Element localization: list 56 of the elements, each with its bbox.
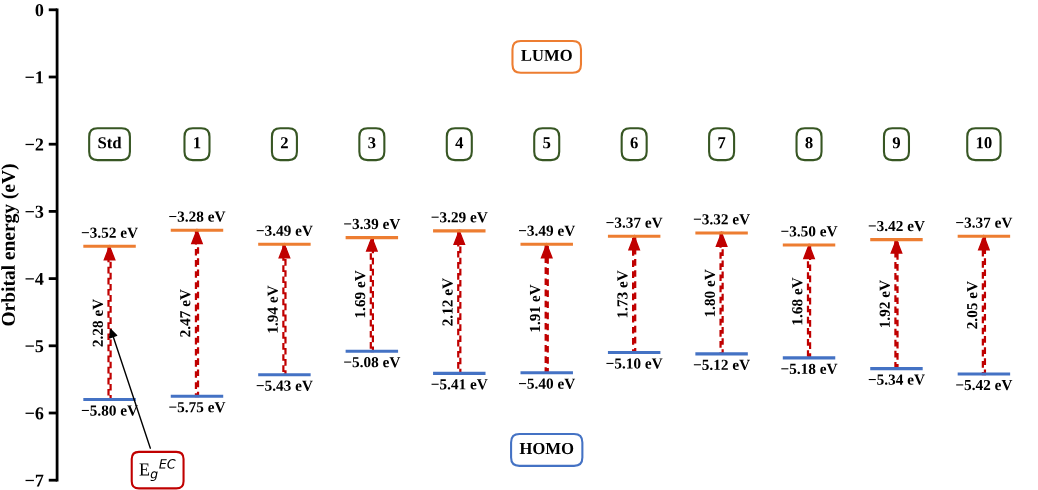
data-label: 2.12 eV <box>442 278 453 326</box>
annotation: E$_{g}$$^{EC}$ <box>139 459 176 481</box>
annotation: −5.18 eV <box>781 363 838 375</box>
data-label: 1.69 eV <box>354 270 366 318</box>
annotation: −5.12 eV <box>693 359 750 371</box>
annotation: −3.37 eV <box>606 217 663 228</box>
annotation: −3.50 eV <box>781 226 838 237</box>
x-tick-label: 3 <box>368 137 376 149</box>
annotation: −3.49 eV <box>256 225 313 236</box>
x-tick-label: 5 <box>543 137 551 149</box>
annotation: −3.28 eV <box>169 211 226 222</box>
data-label: 2.28 eV <box>92 298 104 347</box>
y-tick-label: −2 <box>25 138 44 151</box>
y-tick-label: −5 <box>25 340 44 353</box>
y-tick-label: −1 <box>25 71 43 84</box>
y-tick-label: −3 <box>25 205 44 218</box>
y-tick-label: −7 <box>25 474 44 487</box>
data-label: 1.73 eV <box>617 270 628 318</box>
data-label: 2.47 eV <box>180 289 191 337</box>
data-label: 1.80 eV <box>704 269 716 317</box>
annotation: −5.40 eV <box>519 378 576 389</box>
annotation: −5.10 eV <box>606 358 663 369</box>
annotation: −5.43 eV <box>256 380 313 391</box>
x-tick-label: 6 <box>630 137 638 149</box>
x-tick-label: Std <box>98 136 122 149</box>
y-tick-label: −4 <box>25 272 44 285</box>
x-tick-label: 10 <box>976 137 992 149</box>
data-label: 1.91 eV <box>529 284 541 332</box>
annotation: −3.29 eV <box>431 212 488 223</box>
annotation: −5.08 eV <box>344 356 401 368</box>
data-label: 1.94 eV <box>267 285 278 333</box>
annotation: −5.75 eV <box>169 402 226 413</box>
annotation: −3.42 eV <box>868 220 925 232</box>
y-tick-label: 0 <box>35 4 44 17</box>
annotation: −3.49 eV <box>519 225 576 236</box>
data-label: 2.05 eV <box>966 281 978 329</box>
annotation: −5.42 eV <box>956 379 1013 391</box>
annotation: −5.34 eV <box>868 374 925 385</box>
x-tick-label: 7 <box>718 137 726 149</box>
data-label: 1.68 eV <box>792 277 803 325</box>
annotation: −3.37 eV <box>956 217 1013 228</box>
x-tick-label: 1 <box>194 137 201 149</box>
x-tick-label: 8 <box>805 137 813 149</box>
annotation: −3.52 eV <box>81 227 138 238</box>
annotation: LUMO <box>521 49 572 62</box>
x-tick-label: 4 <box>455 137 464 149</box>
y-tick-label: −6 <box>25 407 44 420</box>
annotation: −3.39 eV <box>344 218 401 230</box>
annotation: −3.32 eV <box>693 214 750 225</box>
annotation: −5.41 eV <box>431 379 488 390</box>
annotation: HOMO <box>519 442 574 455</box>
data-label: 1.92 eV <box>879 280 890 328</box>
x-tick-label: 2 <box>280 137 288 149</box>
y-axis-title: Orbital energy (eV) <box>1 164 20 326</box>
x-tick-label: 9 <box>892 137 901 149</box>
annotation: −5.80 eV <box>81 405 138 416</box>
